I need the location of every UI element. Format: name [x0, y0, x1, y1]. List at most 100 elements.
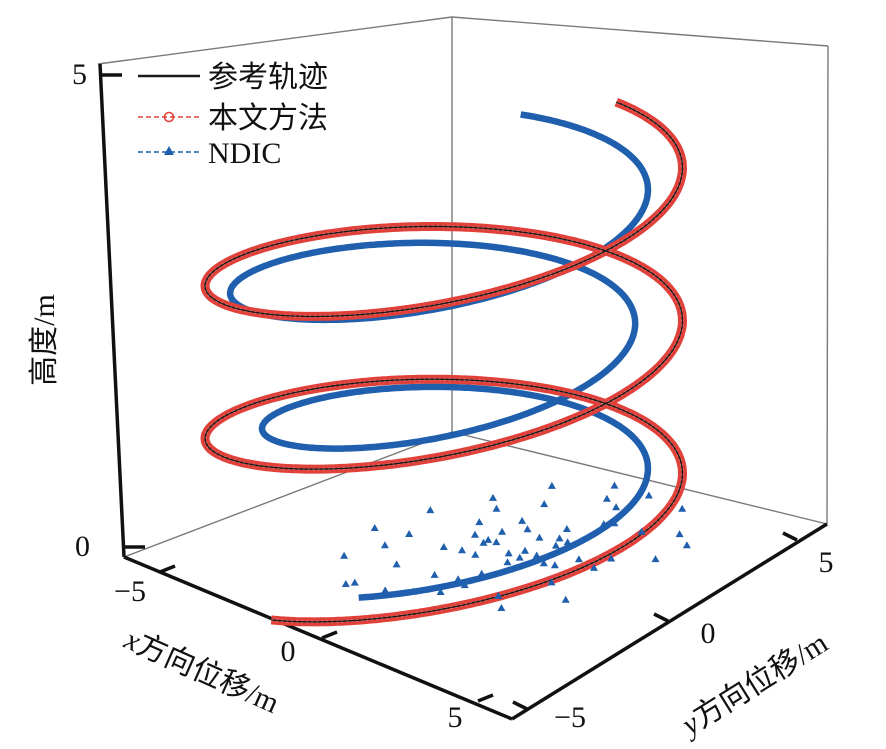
- box-back-floor-right: [451, 431, 828, 525]
- ndic-marker: [599, 520, 608, 528]
- ndic-marker: [550, 561, 559, 569]
- ndic-marker: [341, 580, 350, 587]
- chart-axes: [98, 63, 828, 721]
- series-ndic-line: [226, 111, 652, 601]
- ndic-marker: [380, 541, 389, 549]
- legend-label-proposed: 本文方法: [208, 102, 328, 135]
- box-back-floor-left: [123, 431, 453, 558]
- ndic-marker: [497, 604, 506, 611]
- ndic-marker: [675, 530, 684, 538]
- x-tick-2: [477, 693, 494, 703]
- z-tick-label-0: 0: [75, 530, 90, 563]
- ndic-marker: [651, 555, 660, 563]
- box-top-right: [451, 16, 829, 47]
- ndic-marker: [518, 516, 527, 524]
- y-tick-label-neg5: −5: [554, 701, 586, 734]
- axis-ticks: [100, 73, 798, 711]
- ndic-marker: [405, 530, 414, 537]
- ndic-marker: [471, 550, 480, 558]
- box-right-vertical: [826, 45, 829, 525]
- ndic-marker: [504, 549, 513, 557]
- ndic-marker: [381, 586, 390, 594]
- ndic-marker: [562, 525, 571, 532]
- ndic-marker: [460, 581, 469, 589]
- y-tick-1: [653, 612, 669, 623]
- series-layer: [200, 97, 691, 627]
- y-tick-0: [512, 700, 528, 711]
- ndic-marker: [612, 503, 621, 511]
- series-reference-line: [204, 101, 684, 623]
- ndic-marker: [492, 538, 501, 546]
- ndic-marker: [458, 546, 466, 554]
- ndic-marker: [494, 591, 503, 599]
- x-tick-0: [159, 564, 176, 574]
- ndic-marker: [492, 504, 501, 512]
- ndic-marker: [574, 555, 583, 563]
- ndic-marker: [602, 494, 611, 502]
- y-tick-2: [782, 531, 798, 542]
- z-axis-label: 高度/m: [28, 294, 61, 386]
- ndic-marker: [340, 551, 349, 559]
- x-tick-label-neg5: −5: [114, 575, 146, 608]
- ndic-marker: [515, 553, 524, 561]
- ndic-marker: [489, 493, 497, 501]
- legend-label-ndic: NDIC: [208, 137, 281, 170]
- ndic-marker: [555, 534, 564, 542]
- ndic-marker: [539, 559, 548, 567]
- x-tick-label-5: 5: [448, 701, 463, 734]
- x-axis-label-text: 方向位移/m: [132, 628, 284, 720]
- ndic-marker: [392, 560, 401, 568]
- ndic-marker: [523, 525, 532, 533]
- legend-marker-ndic: [164, 146, 174, 155]
- x-axis-label: x方向位移/m: [119, 622, 284, 720]
- ndic-marker: [409, 587, 418, 595]
- ndic-marker: [607, 554, 616, 562]
- ndic-marker: [370, 524, 379, 531]
- y-tick-label-0: 0: [701, 617, 716, 650]
- ndic-marker: [477, 569, 486, 577]
- ndic-marker: [475, 518, 484, 526]
- ndic-marker: [503, 558, 512, 566]
- ndic-scatter-markers: [340, 481, 691, 611]
- ndic-marker: [454, 575, 463, 583]
- ndic-marker: [532, 551, 541, 559]
- ndic-marker: [590, 563, 598, 571]
- ndic-marker: [540, 500, 549, 508]
- x-tick-label-0: 0: [281, 635, 296, 668]
- box-top-left: [97, 16, 453, 65]
- ndic-marker: [521, 546, 529, 554]
- ndic-marker: [484, 535, 493, 543]
- ndic-marker: [426, 506, 435, 514]
- y-tick-label-5: 5: [819, 546, 834, 579]
- chart-box-frame: [97, 16, 829, 558]
- ndic-marker: [678, 504, 687, 512]
- ndic-marker: [436, 588, 445, 595]
- ndic-marker: [644, 491, 653, 499]
- ndic-marker: [682, 541, 691, 549]
- ndic-marker: [535, 533, 544, 541]
- ndic-marker: [551, 541, 560, 549]
- ndic-marker: [610, 481, 619, 489]
- legend: 参考轨迹 本文方法 NDIC: [138, 61, 328, 170]
- ndic-marker: [479, 538, 488, 546]
- y-axis-line: [511, 522, 828, 721]
- ndic-marker: [439, 543, 448, 550]
- ndic-marker: [610, 519, 619, 527]
- ndic-marker: [471, 530, 479, 538]
- x-tick-1: [321, 630, 338, 640]
- ndic-marker: [637, 527, 646, 535]
- x-axis-line: [123, 555, 513, 721]
- legend-label-reference: 参考轨迹: [208, 61, 328, 94]
- ndic-marker: [498, 527, 507, 535]
- ndic-marker: [547, 481, 556, 489]
- ndic-marker: [547, 578, 556, 586]
- ndic-marker: [350, 578, 359, 586]
- z-axis-line: [98, 63, 126, 558]
- ndic-marker: [430, 570, 439, 578]
- z-tick-label-5: 5: [72, 58, 87, 91]
- y-axis-label: y方向位移/m: [674, 626, 834, 743]
- ndic-marker: [563, 538, 572, 546]
- ndic-marker: [561, 595, 570, 603]
- legend-marker-proposed: [163, 111, 175, 123]
